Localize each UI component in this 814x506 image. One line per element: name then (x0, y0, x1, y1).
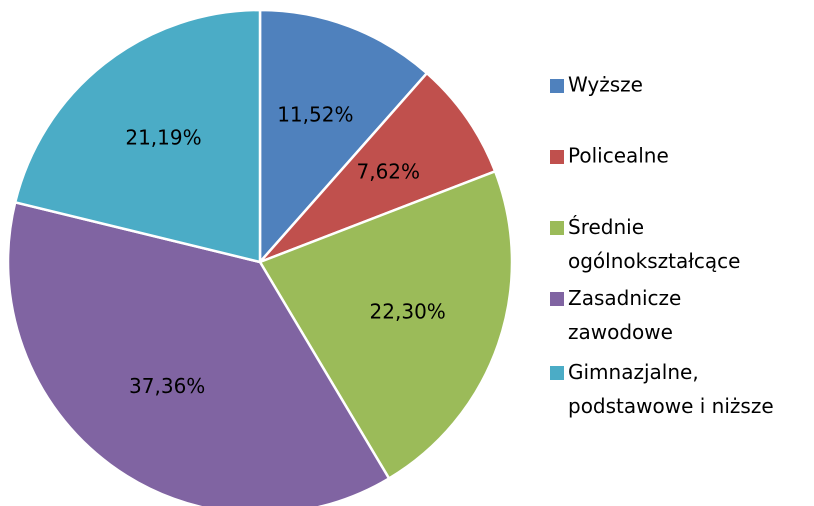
legend-swatch (550, 150, 564, 164)
pie-slice (258, 169, 514, 481)
legend-label: Gimnazjalne, podstawowe i niższe (568, 360, 774, 418)
pie-slice (6, 200, 391, 506)
data-label: 21,19% (125, 126, 201, 150)
legend-swatch (550, 79, 564, 93)
data-label: 37,36% (129, 374, 205, 398)
legend-label: Policealne (568, 144, 669, 168)
legend-swatch (550, 366, 564, 380)
legend-swatch (550, 292, 564, 306)
data-label: 7,62% (357, 159, 421, 183)
pie-slice (258, 8, 429, 266)
legend-label: Średnie ogólnokształcące (568, 215, 740, 273)
legend-swatch (550, 221, 564, 235)
pie-slice (259, 71, 497, 264)
legend-label: Wyższe (568, 73, 643, 97)
pie-slice (13, 8, 262, 264)
data-label: 11,52% (277, 102, 353, 126)
legend-label: Zasadnicze zawodowe (568, 286, 688, 344)
data-label: 22,30% (370, 300, 446, 324)
